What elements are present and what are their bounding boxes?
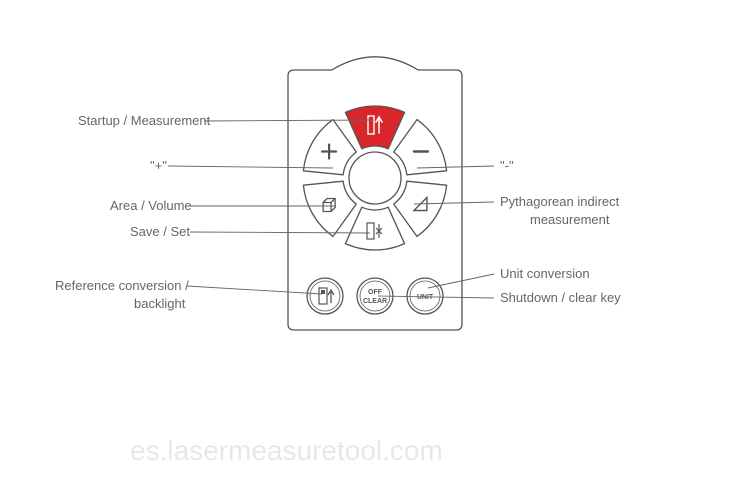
off-label: OFF: [368, 289, 383, 296]
svg-text:Unit conversion: Unit conversion: [500, 266, 590, 281]
svg-text:Shutdown / clear key: Shutdown / clear key: [500, 290, 621, 305]
svg-text:Reference conversion /: Reference conversion /: [55, 278, 189, 293]
ref-round-button[interactable]: [307, 278, 343, 314]
off-label: CLEAR: [363, 298, 387, 305]
wheel-center: [349, 152, 401, 204]
svg-text:Startup / Measurement: Startup / Measurement: [78, 113, 211, 128]
svg-text:"+": "+": [150, 158, 167, 173]
unit-round-button[interactable]: UNIT: [407, 278, 443, 314]
svg-text:measurement: measurement: [530, 212, 610, 227]
svg-text:"-": "-": [500, 158, 514, 173]
svg-text:Save / Set: Save / Set: [130, 224, 190, 239]
svg-text:Pythagorean indirect: Pythagorean indirect: [500, 194, 620, 209]
svg-text:backlight: backlight: [134, 296, 186, 311]
svg-text:Area / Volume: Area / Volume: [110, 198, 192, 213]
unit-label: UNIT: [417, 294, 434, 301]
watermark: es.lasermeasuretool.com: [130, 435, 443, 466]
